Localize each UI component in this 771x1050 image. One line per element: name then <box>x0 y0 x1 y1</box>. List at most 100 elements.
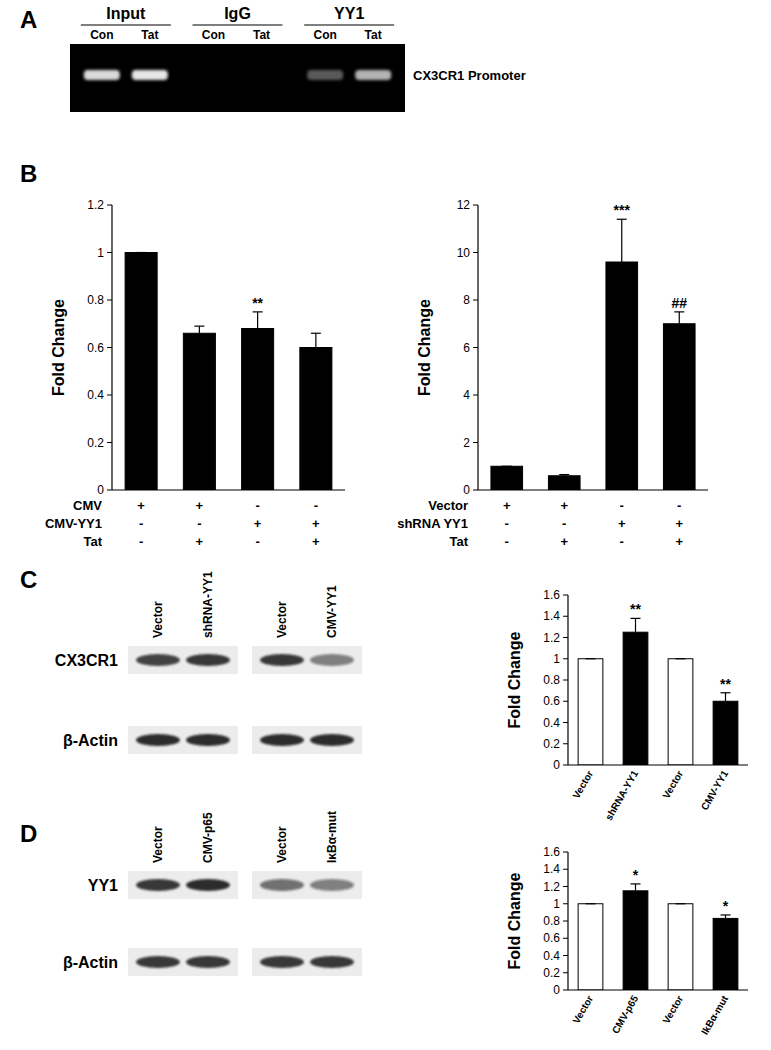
error-bar <box>253 312 263 329</box>
tick <box>563 743 568 744</box>
error-bar <box>311 333 321 347</box>
tick-label: 0.2 <box>543 966 560 980</box>
error-cap <box>721 692 731 693</box>
condition-sign: - <box>620 534 624 549</box>
y-axis <box>477 205 478 490</box>
error-cap <box>631 883 641 884</box>
lane-label: Tat <box>365 28 382 42</box>
category-label: Vector <box>660 993 685 1025</box>
panel-label: B <box>20 160 37 187</box>
category-label: Vector <box>660 768 685 800</box>
gel-background <box>70 44 405 112</box>
error-cap <box>674 311 684 312</box>
category-label: CMV-YY1 <box>699 768 731 812</box>
lane-label: Tat <box>141 28 158 42</box>
significance: ** <box>630 601 641 617</box>
tick-label: 1.6 <box>543 588 560 602</box>
condition-sign: + <box>312 516 320 531</box>
error-bar <box>502 466 512 467</box>
error-bar <box>721 693 731 702</box>
tick <box>107 490 112 491</box>
blot-background <box>252 646 362 674</box>
blot-background <box>252 948 362 976</box>
condition-label: Vector <box>428 498 468 513</box>
blot-band <box>136 734 180 746</box>
tick <box>563 701 568 702</box>
error-bar <box>194 326 204 333</box>
tick-label: 0.4 <box>87 388 104 402</box>
significance: ** <box>252 295 263 311</box>
condition-sign: + <box>675 534 683 549</box>
bars <box>578 884 738 990</box>
tick <box>563 765 568 766</box>
error-stem <box>725 693 726 702</box>
condition-sign: + <box>196 498 204 513</box>
bars <box>491 219 695 490</box>
bar <box>606 262 638 490</box>
condition-sign: + <box>254 516 262 531</box>
tick <box>563 869 568 870</box>
condition-sign: - <box>620 498 624 513</box>
blot-band <box>136 879 180 891</box>
bar <box>242 329 274 491</box>
condition-sign: + <box>137 498 145 513</box>
lane-label: Vector <box>275 826 289 863</box>
error-bar <box>586 903 596 904</box>
lane-label: Tat <box>253 28 270 42</box>
panel-label: A <box>20 6 37 33</box>
significance: *** <box>614 202 631 218</box>
blot-background <box>128 726 238 754</box>
condition-label: Tat <box>449 534 468 549</box>
tick <box>107 205 112 206</box>
blot-row-label: β-Actin <box>63 732 118 749</box>
tick-label: 0 <box>553 758 560 772</box>
gel-band <box>196 70 232 80</box>
error-cap <box>617 219 627 220</box>
significance: * <box>723 898 729 914</box>
tick <box>563 886 568 887</box>
gel-band <box>244 70 280 80</box>
blot-band <box>310 654 354 666</box>
significance: ## <box>671 295 687 311</box>
tick-label: 2 <box>463 436 470 450</box>
tick <box>563 595 568 596</box>
condition-sign: + <box>560 534 568 549</box>
bar <box>183 333 215 490</box>
condition-label: Tat <box>83 534 102 549</box>
error-stem <box>679 312 680 324</box>
tick <box>563 637 568 638</box>
category-label: IkBα-mut <box>699 993 731 1037</box>
tick <box>473 395 478 396</box>
x-axis <box>478 489 708 490</box>
tick <box>473 300 478 301</box>
blot-band <box>260 734 304 746</box>
bar <box>663 324 695 490</box>
condition-label: CMV-YY1 <box>45 516 102 531</box>
blot-background <box>128 948 238 976</box>
error-cap <box>559 474 569 475</box>
tick <box>563 990 568 991</box>
x-axis <box>568 764 748 765</box>
error-cap <box>631 618 641 619</box>
blot-band <box>186 956 230 968</box>
significance: ** <box>720 676 731 692</box>
blot-row-label: YY1 <box>88 877 118 894</box>
bar <box>491 466 523 490</box>
blot-band <box>136 654 180 666</box>
blot-background <box>252 871 362 899</box>
condition-sign: + <box>675 516 683 531</box>
panel-label: C <box>20 566 37 593</box>
tick <box>563 616 568 617</box>
blot-band <box>186 734 230 746</box>
tick-label: 0 <box>553 983 560 997</box>
tick <box>473 442 478 443</box>
bar <box>713 918 738 990</box>
axis-title: Fold Change <box>506 872 523 969</box>
error-stem <box>199 326 200 333</box>
error-bar <box>617 219 627 262</box>
tick-label: 1.4 <box>543 609 560 623</box>
y-axis <box>111 205 112 490</box>
blot-band <box>310 879 354 891</box>
tick <box>563 903 568 904</box>
figure: ABCDInputConTatIgGConTatYY1ConTatCX3CR1 … <box>0 0 771 1050</box>
